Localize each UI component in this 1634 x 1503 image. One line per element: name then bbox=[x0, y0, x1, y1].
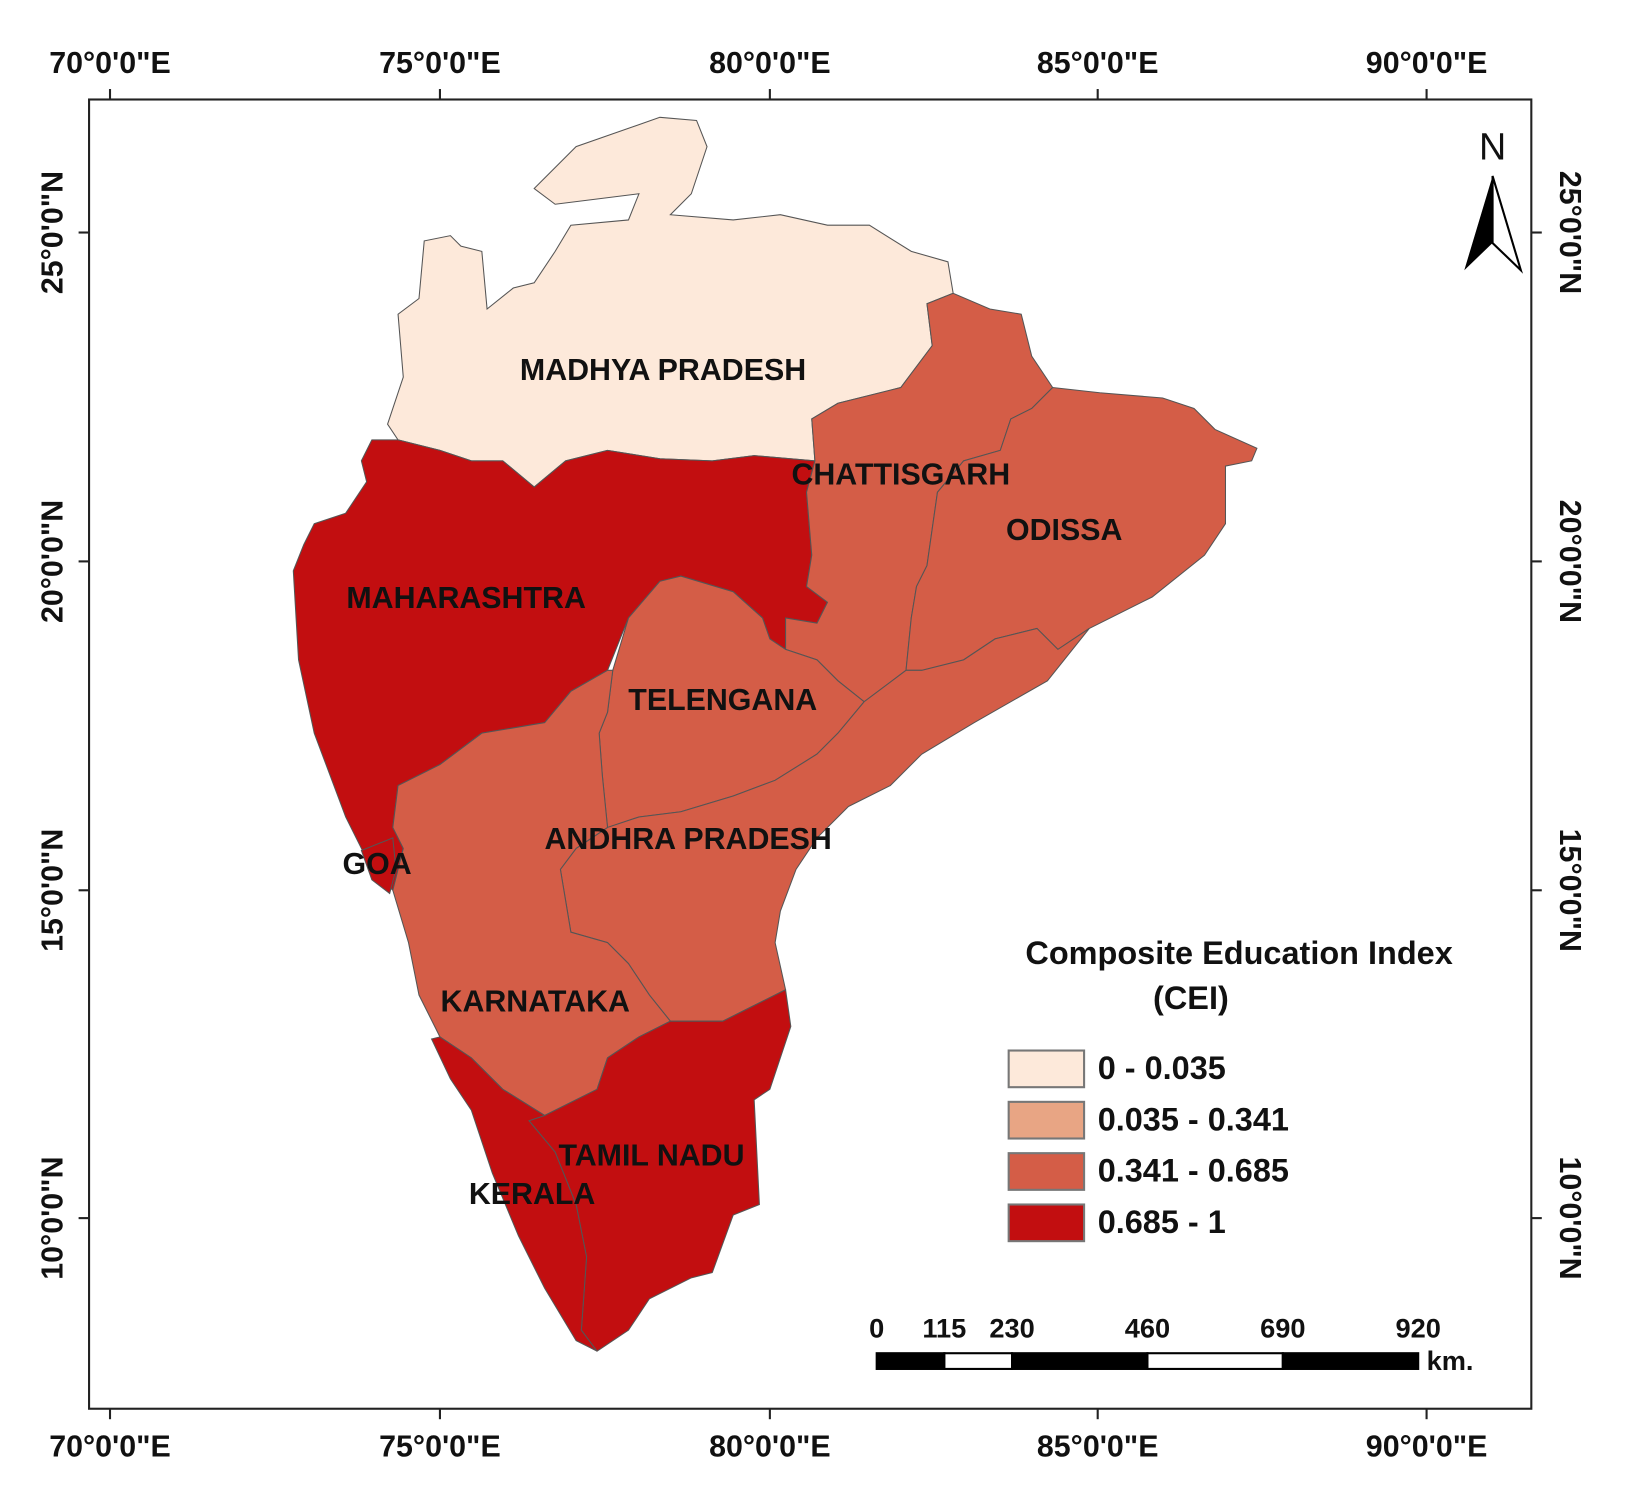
legend-title: Composite Education Index bbox=[1025, 935, 1452, 971]
lon-label: 80°0'0"E bbox=[709, 1431, 831, 1464]
map-frame bbox=[88, 98, 1533, 1410]
lat-label: 25°0'0"N bbox=[1553, 171, 1586, 294]
scale-tick-label: 460 bbox=[1125, 1312, 1170, 1343]
region-label: ODISSA bbox=[1006, 514, 1122, 547]
north-arrow bbox=[1464, 175, 1493, 271]
regions bbox=[292, 116, 1258, 1352]
overlay: MADHYA PRADESH MAHARASHTRA CHATTISGARH ODIS… bbox=[343, 354, 1123, 1211]
lat-label: 20°0'0"N bbox=[1553, 500, 1586, 623]
scale-segment bbox=[943, 1352, 1014, 1370]
lon-label: 90°0'0"E bbox=[1366, 47, 1488, 80]
lon-label: 80°0'0"E bbox=[709, 47, 831, 80]
region-label: TELENGANA bbox=[628, 684, 817, 717]
lon-label: 70°0'0"E bbox=[49, 47, 171, 80]
lon-label: 90°0'0"E bbox=[1366, 1431, 1488, 1464]
lat-label: 10°0'0"N bbox=[37, 1157, 70, 1280]
scale-segment bbox=[1146, 1352, 1284, 1370]
lat-label: 15°0'0"N bbox=[37, 829, 70, 952]
legend-swatch bbox=[1007, 1152, 1086, 1191]
region-label: ANDHRA PRADESH bbox=[545, 823, 832, 856]
legend-label: 0 - 0.035 bbox=[1098, 1050, 1226, 1086]
legend-swatch bbox=[1007, 1203, 1086, 1243]
scale-tick-label: 115 bbox=[922, 1312, 966, 1343]
region-label: MADHYA PRADESH bbox=[520, 354, 806, 387]
scale-unit: km. bbox=[1427, 1345, 1474, 1376]
legend-label: 0.685 - 1 bbox=[1098, 1204, 1226, 1240]
legend-subtitle: (CEI) bbox=[1153, 980, 1229, 1016]
region bbox=[360, 837, 397, 895]
scale-segment bbox=[1281, 1352, 1420, 1370]
region-label: TAMIL NADU bbox=[558, 1139, 744, 1172]
scale-tick-label: 920 bbox=[1395, 1312, 1440, 1343]
north-arrow bbox=[1491, 175, 1523, 274]
lat-label: 25°0'0"N bbox=[37, 171, 70, 294]
scale-segment bbox=[1011, 1352, 1149, 1370]
legend-swatch bbox=[1007, 1049, 1086, 1089]
lat-label: 15°0'0"N bbox=[1553, 829, 1586, 952]
lat-label: 20°0'0"N bbox=[37, 500, 70, 623]
scale-tick-label: 230 bbox=[989, 1312, 1034, 1343]
region-label: KERALA bbox=[469, 1178, 596, 1211]
region-label: GOA bbox=[343, 848, 412, 881]
scale-tick-label: 690 bbox=[1260, 1312, 1305, 1343]
lon-label: 75°0'0"E bbox=[379, 1431, 501, 1464]
lon-label: 85°0'0"E bbox=[1037, 47, 1159, 80]
lon-label: 70°0'0"E bbox=[49, 1431, 171, 1464]
legend-swatch bbox=[1007, 1100, 1086, 1140]
scale-tick-label: 0 bbox=[869, 1312, 884, 1343]
region-label: KARNATAKA bbox=[441, 985, 631, 1018]
region-label: MAHARASHTRA bbox=[346, 582, 586, 615]
scale-segment bbox=[875, 1352, 946, 1370]
north-label: N bbox=[1479, 126, 1506, 168]
region bbox=[430, 1036, 598, 1352]
legend-label: 0.341 - 0.685 bbox=[1098, 1153, 1289, 1189]
legend-label: 0.035 - 0.341 bbox=[1098, 1101, 1289, 1137]
lon-label: 75°0'0"E bbox=[379, 47, 501, 80]
region-label: CHATTISGARH bbox=[791, 459, 1010, 492]
lon-label: 85°0'0"E bbox=[1037, 1431, 1159, 1464]
lat-label: 10°0'0"N bbox=[1553, 1157, 1586, 1280]
